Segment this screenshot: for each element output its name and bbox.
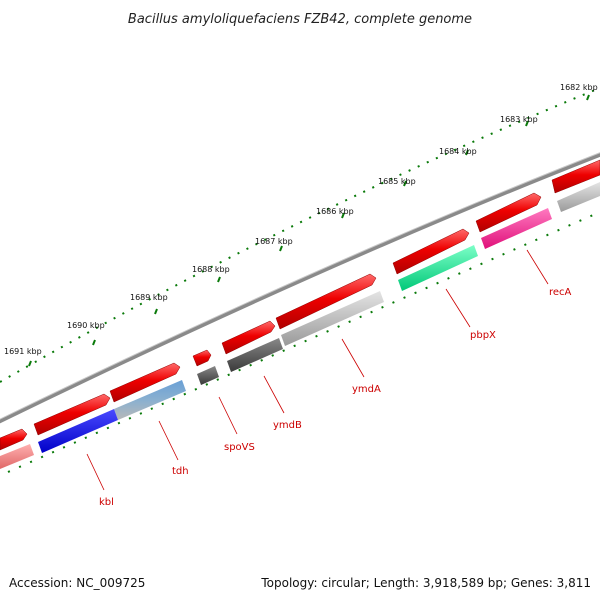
cds-bar-ymdA[interactable] [281, 291, 384, 346]
tick-label: 1687 kbp [255, 237, 293, 246]
gene-labels: recA pbpX ymdA ymdB spoVS tdh kbl [99, 287, 572, 508]
gene-arrow-forward[interactable] [221, 320, 276, 355]
forward-genes [0, 159, 600, 451]
major-tick [586, 94, 590, 101]
label-leaders [86, 249, 549, 491]
cds-bar-pbpX[interactable] [398, 245, 478, 291]
leader-pbpX [445, 288, 471, 328]
gene-label-ymdB[interactable]: ymdB [273, 420, 302, 431]
gene-arrow-forward[interactable] [192, 349, 212, 367]
major-tick [403, 180, 407, 187]
cds-bar-ymdB[interactable] [227, 338, 283, 372]
tick-label: 1691 kbp [4, 347, 42, 356]
tick-ring-inner [7, 211, 600, 473]
gene-label-spoVS[interactable]: spoVS [224, 442, 255, 453]
major-tick [341, 212, 345, 219]
map-title: Bacillus amyloliquefaciens FZB42, comple… [128, 12, 472, 27]
major-tick [92, 339, 96, 346]
gene-arrow-forward[interactable] [275, 273, 377, 330]
major-tick [154, 308, 158, 315]
cds-bar-recA[interactable] [481, 208, 552, 249]
cds-bar-salmon[interactable] [0, 444, 34, 469]
leader-tdh [158, 420, 179, 461]
major-tick [279, 245, 283, 252]
gene-arrow-forward[interactable] [0, 428, 28, 451]
major-tick [217, 276, 221, 283]
cds-bar-spoVS[interactable] [197, 366, 219, 385]
tick-label: 1690 kbp [67, 321, 105, 330]
gene-label-tdh[interactable]: tdh [172, 466, 189, 477]
leader-recA [526, 249, 549, 285]
leader-kbl [86, 453, 105, 491]
tick-label: 1684 kbp [439, 147, 477, 156]
tick-label: 1686 kbp [316, 207, 354, 216]
tick-label: 1683 kbp [500, 115, 538, 124]
tick-label: 1688 kbp [192, 265, 230, 274]
genome-backbone-highlight [0, 152, 600, 420]
major-ticks [28, 94, 590, 367]
leader-spoVS [218, 396, 238, 435]
tick-label: 1689 kbp [130, 293, 168, 302]
leader-ymdB [263, 375, 285, 414]
gene-arrow-forward[interactable] [551, 159, 600, 194]
genome-summary-text: Topology: circular; Length: 3,918,589 bp… [260, 576, 591, 590]
gene-arrow-forward[interactable] [33, 393, 111, 436]
gene-label-pbpX[interactable]: pbpX [470, 330, 496, 341]
gene-label-ymdA[interactable]: ymdA [352, 384, 381, 395]
cds-bar-kbl[interactable] [38, 409, 118, 453]
accession-text: Accession: NC_009725 [9, 576, 145, 590]
tick-label: 1685 kbp [378, 177, 416, 186]
gene-label-kbl[interactable]: kbl [99, 497, 114, 508]
tick-labels: 1682 kbp 1683 kbp 1684 kbp 1685 kbp 1686… [4, 83, 598, 356]
cds-bar-tdh[interactable] [114, 380, 186, 420]
gene-arrow-forward[interactable] [109, 362, 181, 403]
cds-bar-gray[interactable] [557, 182, 600, 212]
tick-label: 1682 kbp [560, 83, 598, 92]
gene-label-recA[interactable]: recA [549, 287, 572, 298]
major-tick [28, 360, 32, 367]
gene-arrow-forward[interactable] [392, 228, 470, 275]
genome-backbone [0, 152, 600, 424]
cds-bars [0, 182, 600, 469]
leader-ymdA [341, 338, 365, 378]
gene-arrow-forward[interactable] [475, 192, 542, 233]
major-tick [525, 120, 529, 127]
major-tick [465, 149, 469, 156]
